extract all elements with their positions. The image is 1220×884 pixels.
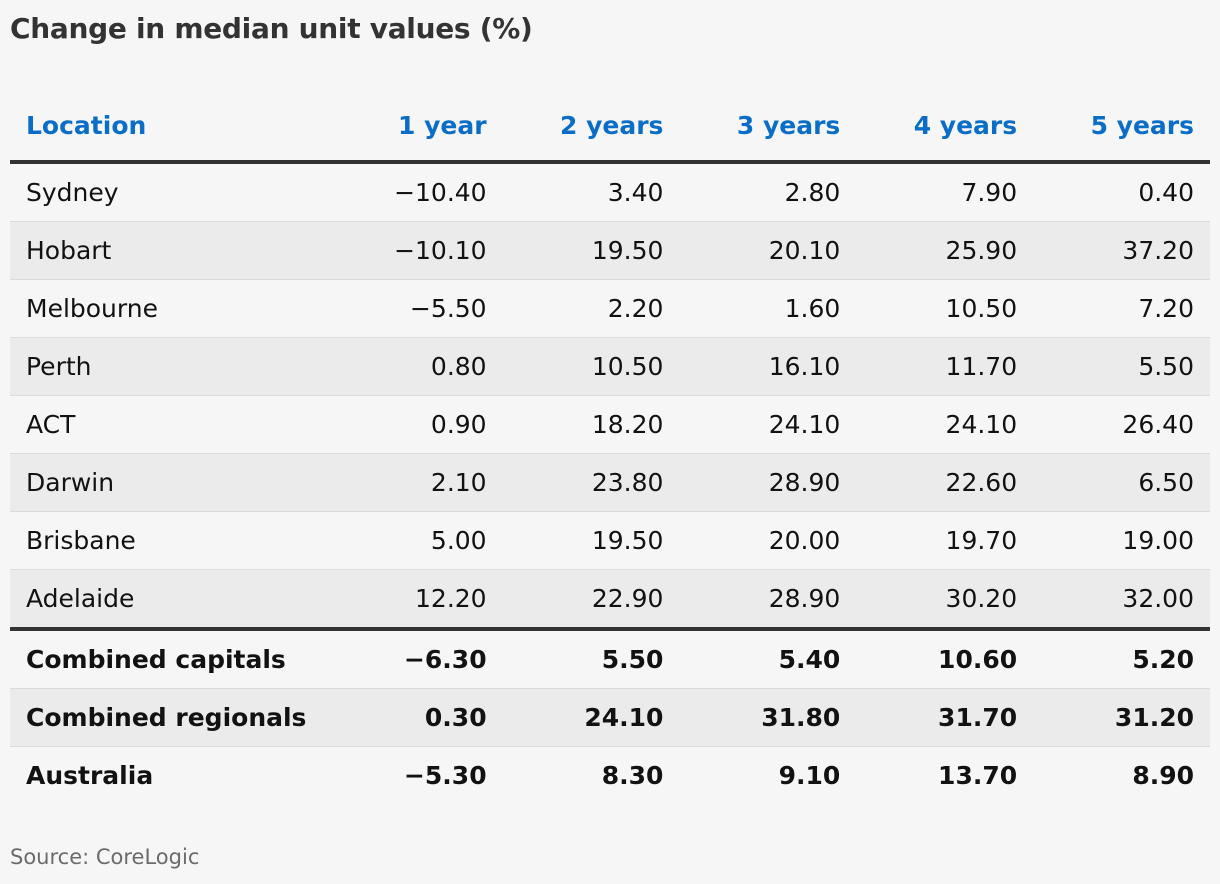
summary-row: Australia −5.30 8.30 9.10 13.70 8.90 [10, 747, 1210, 805]
location-cell: Hobart [10, 221, 340, 280]
value-cell: 5.50 [1033, 337, 1210, 396]
location-cell: Sydney [10, 162, 340, 222]
location-cell: Australia [26, 761, 154, 790]
column-header-3-years: 3 years [679, 90, 857, 164]
table-title: Change in median unit values (%) [10, 12, 533, 45]
value-cell: 31.70 [856, 688, 1034, 747]
value-cell: 37.20 [1033, 221, 1210, 280]
value-cell: 0.80 [340, 337, 503, 396]
value-cell: 0.90 [340, 395, 503, 454]
value-cell: 5.40 [679, 627, 857, 689]
value-cell: 10.50 [502, 337, 680, 396]
summary-row: Combined regionals 0.30 24.10 31.80 31.70 31.… [10, 688, 1210, 747]
header-row: Location 1 year 2 years 3 years 4 years … [10, 90, 1210, 164]
value-cell: 5.20 [1033, 627, 1210, 689]
table-row: Brisbane 5.00 19.50 20.00 19.70 19.00 [10, 511, 1210, 570]
value-cell: 5.50 [502, 627, 680, 689]
table-header: Location 1 year 2 years 3 years 4 years … [10, 90, 1210, 164]
value-cell: 22.60 [856, 453, 1034, 512]
value-cell: 19.00 [1033, 511, 1210, 570]
value-cell: 11.70 [856, 337, 1034, 396]
value-cell: −6.30 [340, 627, 503, 689]
table-row: Darwin 2.10 23.80 28.90 22.60 6.50 [10, 453, 1210, 512]
summary-row: Combined capitals −6.30 5.50 5.40 10.60 5.20 [10, 627, 1210, 689]
value-cell: 20.00 [679, 511, 857, 570]
location-cell: Perth [10, 337, 340, 396]
table-row: Sydney −10.40 3.40 2.80 7.90 0.40 [10, 162, 1210, 222]
value-cell: 10.60 [856, 627, 1034, 689]
source-note: Source: CoreLogic [10, 845, 200, 869]
table-row: Melbourne −5.50 2.20 1.60 10.50 7.20 [10, 279, 1210, 338]
table-row: Hobart −10.10 19.50 20.10 25.90 37.20 [10, 221, 1210, 280]
value-cell: 19.50 [502, 221, 680, 280]
table-row: Perth 0.80 10.50 16.10 11.70 5.50 [10, 337, 1210, 396]
city-rows: Sydney −10.40 3.40 2.80 7.90 0.40 Hobart −10.10… [10, 162, 1210, 630]
value-cell: −10.10 [340, 221, 503, 280]
value-cell: 32.00 [1033, 569, 1210, 630]
value-cell: 12.20 [340, 569, 503, 630]
location-cell: Combined regionals [10, 688, 340, 747]
location-cell: Melbourne [10, 279, 340, 338]
location-cell: Combined capitals [10, 627, 340, 689]
summary-rows: Combined capitals −6.30 5.50 5.40 10.60 5.20 C… [10, 627, 1210, 805]
value-cell: 10.50 [856, 279, 1034, 338]
value-cell: 24.10 [856, 395, 1034, 454]
value-cell: −5.50 [340, 279, 503, 338]
value-cell: 28.90 [679, 569, 857, 630]
value-cell: 24.10 [502, 688, 680, 747]
value-cell: 23.80 [502, 453, 680, 512]
value-cell: 30.20 [856, 569, 1034, 630]
value-cell: 24.10 [679, 395, 857, 454]
value-cell: 2.80 [679, 162, 857, 222]
value-cell: 31.80 [679, 688, 857, 747]
column-header-5-years: 5 years [1033, 90, 1210, 164]
table-row: Adelaide 12.20 22.90 28.90 30.20 32.00 [10, 569, 1210, 630]
value-cell: 18.20 [502, 395, 680, 454]
value-cell: 0.30 [340, 688, 503, 747]
value-cell: 0.40 [1033, 162, 1210, 222]
column-header-2-years: 2 years [502, 90, 680, 164]
value-cell: 7.20 [1033, 279, 1210, 338]
value-cell: 16.10 [679, 337, 857, 396]
value-cell: 31.20 [1033, 688, 1210, 747]
value-cell: 2.20 [502, 279, 680, 338]
value-cell: 5.00 [340, 511, 503, 570]
column-header-location: Location [10, 90, 340, 164]
value-cell: 9.10 [778, 761, 841, 790]
value-cell: 6.50 [1033, 453, 1210, 512]
value-cell: 2.10 [340, 453, 503, 512]
value-cell: 8.30 [601, 761, 664, 790]
value-cell: 20.10 [679, 221, 857, 280]
value-cell: 19.70 [856, 511, 1034, 570]
location-cell: Darwin [10, 453, 340, 512]
value-cell: −10.40 [340, 162, 503, 222]
data-table: Location 1 year 2 years 3 years 4 years … [10, 90, 1210, 804]
location-cell: Adelaide [10, 569, 340, 630]
value-cell: 26.40 [1033, 395, 1210, 454]
value-cell: 25.90 [856, 221, 1034, 280]
table-row: ACT 0.90 18.20 24.10 24.10 26.40 [10, 395, 1210, 454]
column-header-4-years: 4 years [856, 90, 1034, 164]
value-cell: 1.60 [679, 279, 857, 338]
value-cell: 8.90 [1132, 761, 1194, 790]
value-cell: 13.70 [938, 761, 1018, 790]
value-cell: 22.90 [502, 569, 680, 630]
location-cell: Brisbane [10, 511, 340, 570]
column-header-1-year: 1 year [340, 90, 503, 164]
value-cell: 19.50 [502, 511, 680, 570]
value-cell: 7.90 [856, 162, 1034, 222]
value-cell: −5.30 [403, 761, 487, 790]
value-cell: 28.90 [679, 453, 857, 512]
value-cell: 3.40 [502, 162, 680, 222]
location-cell: ACT [10, 395, 340, 454]
